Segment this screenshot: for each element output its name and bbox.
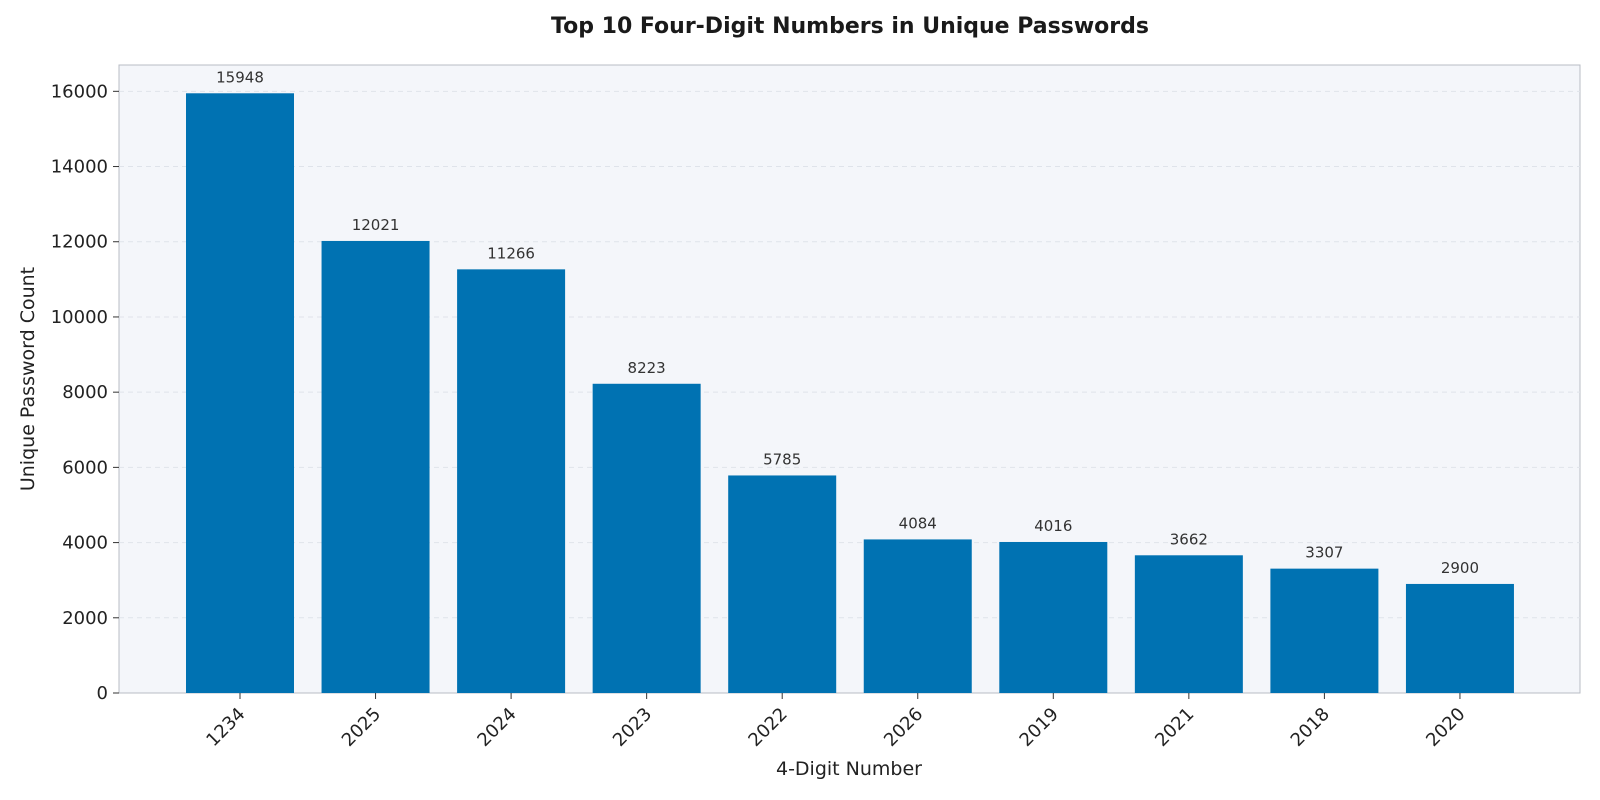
- bar: [1134, 555, 1243, 693]
- y-tick-label: 0: [97, 683, 108, 704]
- y-axis-ticks: 0 2000 4000 6000 8000 10000 12000 14000 16000: [51, 81, 119, 704]
- x-tick-label: 2020: [1422, 704, 1469, 751]
- y-tick-label: 8000: [62, 382, 108, 403]
- bar: [592, 383, 701, 693]
- x-tick-label: 2021: [1151, 704, 1198, 751]
- bar-value-label: 15948: [216, 68, 264, 86]
- bar-value-label: 8223: [628, 359, 666, 377]
- x-axis-ticks: 1234 2025 2024 2023 2022 2026 2019 2021 2018 2020: [202, 693, 1469, 751]
- x-tick-label: 2018: [1287, 704, 1334, 751]
- bar-value-label: 12021: [352, 216, 400, 234]
- y-tick-label: 4000: [62, 533, 108, 554]
- y-tick-label: 16000: [51, 81, 108, 102]
- x-axis-label: 4-Digit Number: [776, 758, 922, 780]
- bar-value-label: 4084: [899, 514, 937, 532]
- x-tick-label: 2022: [744, 704, 791, 751]
- x-tick-label: 2024: [473, 704, 520, 751]
- data-labels: 15948 12021 11266 8223 5785 4084 4016 3662 3307 2…: [216, 68, 1479, 577]
- bar: [457, 269, 566, 693]
- bar: [728, 475, 837, 693]
- y-tick-label: 10000: [51, 307, 108, 328]
- bar-value-label: 5785: [763, 450, 801, 468]
- x-tick-label: 2023: [609, 704, 656, 751]
- bar: [999, 541, 1108, 693]
- bar-value-label: 2900: [1441, 559, 1479, 577]
- y-tick-label: 14000: [51, 157, 108, 178]
- bar: [1270, 568, 1379, 693]
- bar-value-label: 4016: [1034, 517, 1072, 535]
- x-tick-label: 2019: [1016, 704, 1063, 751]
- y-tick-label: 12000: [51, 232, 108, 253]
- bar: [1405, 583, 1514, 693]
- y-tick-label: 2000: [62, 608, 108, 629]
- chart-title: Top 10 Four-Digit Numbers in Unique Pass…: [551, 14, 1149, 39]
- y-tick-label: 6000: [62, 457, 108, 478]
- bar: [863, 539, 972, 693]
- bar-value-label: 3307: [1305, 544, 1343, 562]
- bar: [186, 93, 294, 693]
- y-axis-label: Unique Password Count: [17, 267, 39, 491]
- bar-value-label: 11266: [487, 244, 535, 262]
- x-tick-label: 1234: [202, 704, 249, 751]
- x-tick-label: 2025: [338, 704, 385, 751]
- bar: [321, 240, 430, 693]
- bars: [186, 93, 1514, 693]
- x-tick-label: 2026: [880, 704, 927, 751]
- bar-value-label: 3662: [1170, 530, 1208, 548]
